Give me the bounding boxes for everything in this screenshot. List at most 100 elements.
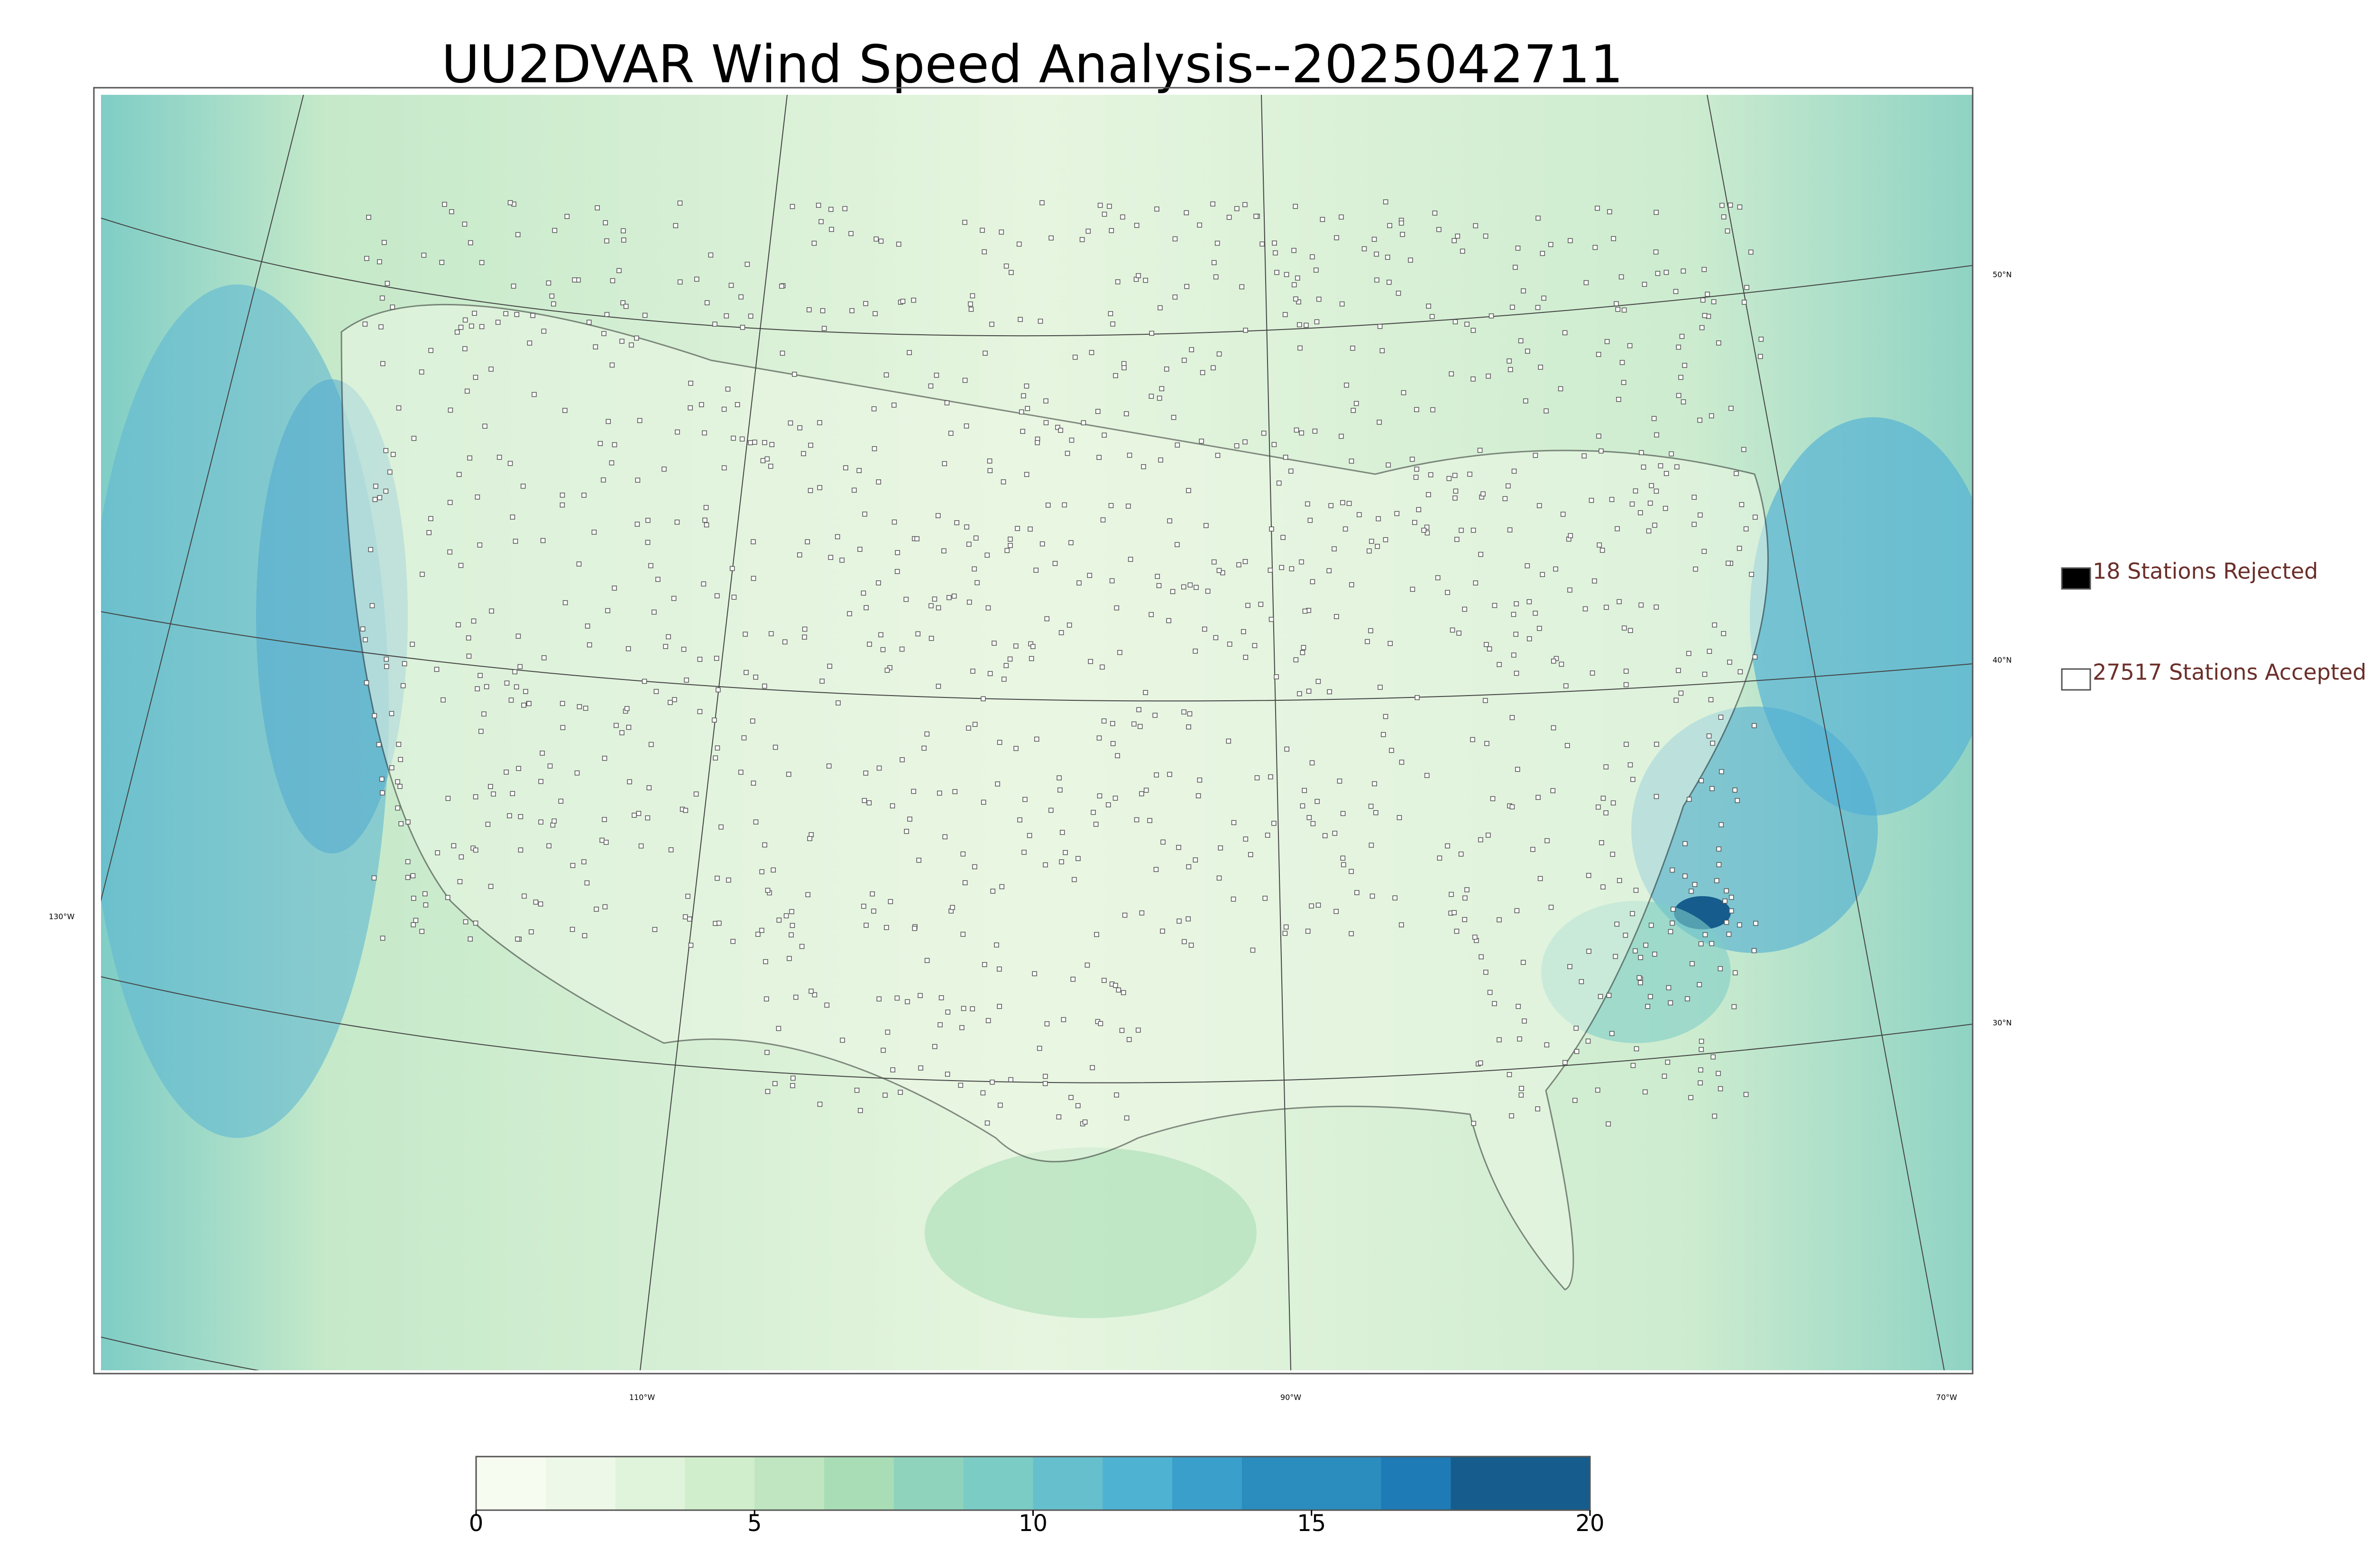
station-marker bbox=[1662, 1073, 1667, 1079]
station-marker bbox=[1334, 235, 1339, 240]
station-marker bbox=[962, 880, 968, 886]
station-marker bbox=[439, 260, 444, 265]
station-marker bbox=[1188, 943, 1194, 948]
station-marker bbox=[603, 220, 608, 226]
station-marker bbox=[1484, 642, 1489, 647]
station-marker bbox=[1299, 559, 1304, 565]
station-marker bbox=[967, 599, 972, 605]
station-marker bbox=[464, 388, 470, 394]
station-marker bbox=[419, 369, 424, 375]
station-marker bbox=[762, 683, 767, 689]
station-marker bbox=[950, 905, 955, 910]
station-marker bbox=[1334, 614, 1339, 619]
station-marker bbox=[1139, 910, 1145, 916]
station-marker bbox=[1658, 463, 1663, 468]
station-marker bbox=[884, 668, 890, 673]
station-marker bbox=[1611, 236, 1616, 241]
station-marker bbox=[1568, 238, 1573, 243]
station-marker bbox=[1371, 237, 1377, 242]
station-marker bbox=[1743, 526, 1749, 532]
station-marker bbox=[1258, 602, 1264, 607]
station-marker bbox=[1685, 996, 1690, 1001]
station-marker bbox=[1386, 462, 1391, 468]
station-marker bbox=[1562, 330, 1568, 336]
station-marker bbox=[1087, 573, 1093, 578]
station-marker bbox=[759, 927, 764, 933]
station-marker bbox=[507, 200, 513, 205]
legend-label: 18 Stations Rejected bbox=[2093, 559, 2318, 584]
station-marker bbox=[744, 262, 750, 267]
station-marker bbox=[1470, 328, 1476, 333]
station-marker bbox=[1514, 670, 1519, 676]
station-marker bbox=[1261, 431, 1267, 436]
station-marker bbox=[867, 642, 872, 647]
station-marker bbox=[1586, 872, 1591, 878]
station-marker bbox=[1149, 394, 1154, 399]
station-marker bbox=[514, 684, 519, 689]
station-marker bbox=[1610, 852, 1616, 857]
station-marker bbox=[1024, 383, 1029, 389]
station-marker bbox=[379, 776, 385, 782]
station-marker bbox=[1627, 762, 1633, 768]
station-marker bbox=[899, 646, 905, 652]
station-marker bbox=[668, 847, 674, 853]
station-marker bbox=[1309, 760, 1315, 766]
station-marker bbox=[1535, 215, 1541, 221]
station-marker bbox=[864, 605, 869, 610]
station-marker bbox=[645, 815, 651, 821]
station-marker bbox=[1139, 791, 1144, 797]
station-marker bbox=[1075, 856, 1081, 861]
station-marker bbox=[1749, 572, 1754, 577]
station-marker bbox=[962, 377, 968, 383]
station-marker bbox=[1630, 911, 1635, 917]
station-marker bbox=[389, 765, 395, 770]
station-marker bbox=[1533, 610, 1538, 616]
station-marker bbox=[876, 580, 881, 586]
station-marker bbox=[1123, 411, 1129, 416]
station-marker bbox=[1731, 1004, 1737, 1009]
station-marker bbox=[1682, 363, 1687, 368]
station-marker bbox=[674, 519, 680, 525]
station-marker bbox=[1511, 468, 1517, 474]
station-marker bbox=[1489, 313, 1494, 319]
station-marker bbox=[681, 647, 687, 652]
station-marker bbox=[1408, 257, 1413, 263]
station-marker bbox=[1727, 660, 1732, 665]
station-marker bbox=[1623, 933, 1628, 938]
station-marker bbox=[1340, 855, 1346, 861]
station-marker bbox=[1305, 928, 1311, 934]
station-marker bbox=[372, 497, 378, 502]
colorbar-segment bbox=[545, 1457, 616, 1510]
station-marker bbox=[363, 637, 368, 642]
station-marker bbox=[821, 326, 827, 331]
station-marker bbox=[1676, 668, 1681, 673]
station-marker bbox=[924, 958, 930, 963]
station-marker bbox=[1243, 836, 1249, 842]
colorbar-tick-label: 0 bbox=[469, 1510, 484, 1537]
station-marker bbox=[1365, 639, 1370, 644]
station-marker bbox=[473, 794, 478, 799]
station-marker bbox=[1181, 358, 1187, 363]
colorbar-segment bbox=[754, 1457, 825, 1510]
station-marker bbox=[1085, 229, 1091, 234]
station-marker bbox=[1147, 818, 1152, 823]
station-marker bbox=[1199, 439, 1204, 444]
station-marker bbox=[514, 312, 520, 317]
station-marker bbox=[1276, 480, 1282, 486]
station-marker bbox=[1349, 869, 1354, 874]
station-marker bbox=[731, 435, 736, 441]
station-marker bbox=[1478, 837, 1483, 843]
station-marker bbox=[941, 548, 947, 554]
station-marker bbox=[387, 469, 393, 475]
station-marker bbox=[1613, 954, 1618, 959]
station-marker bbox=[1320, 217, 1325, 222]
station-marker bbox=[1401, 390, 1406, 395]
station-marker bbox=[725, 386, 731, 392]
station-marker bbox=[507, 461, 513, 466]
station-marker bbox=[776, 917, 782, 923]
station-marker bbox=[526, 701, 532, 706]
station-marker bbox=[1592, 578, 1597, 584]
station-marker bbox=[1306, 688, 1312, 694]
station-marker bbox=[1301, 645, 1306, 650]
station-marker bbox=[1574, 1049, 1580, 1054]
